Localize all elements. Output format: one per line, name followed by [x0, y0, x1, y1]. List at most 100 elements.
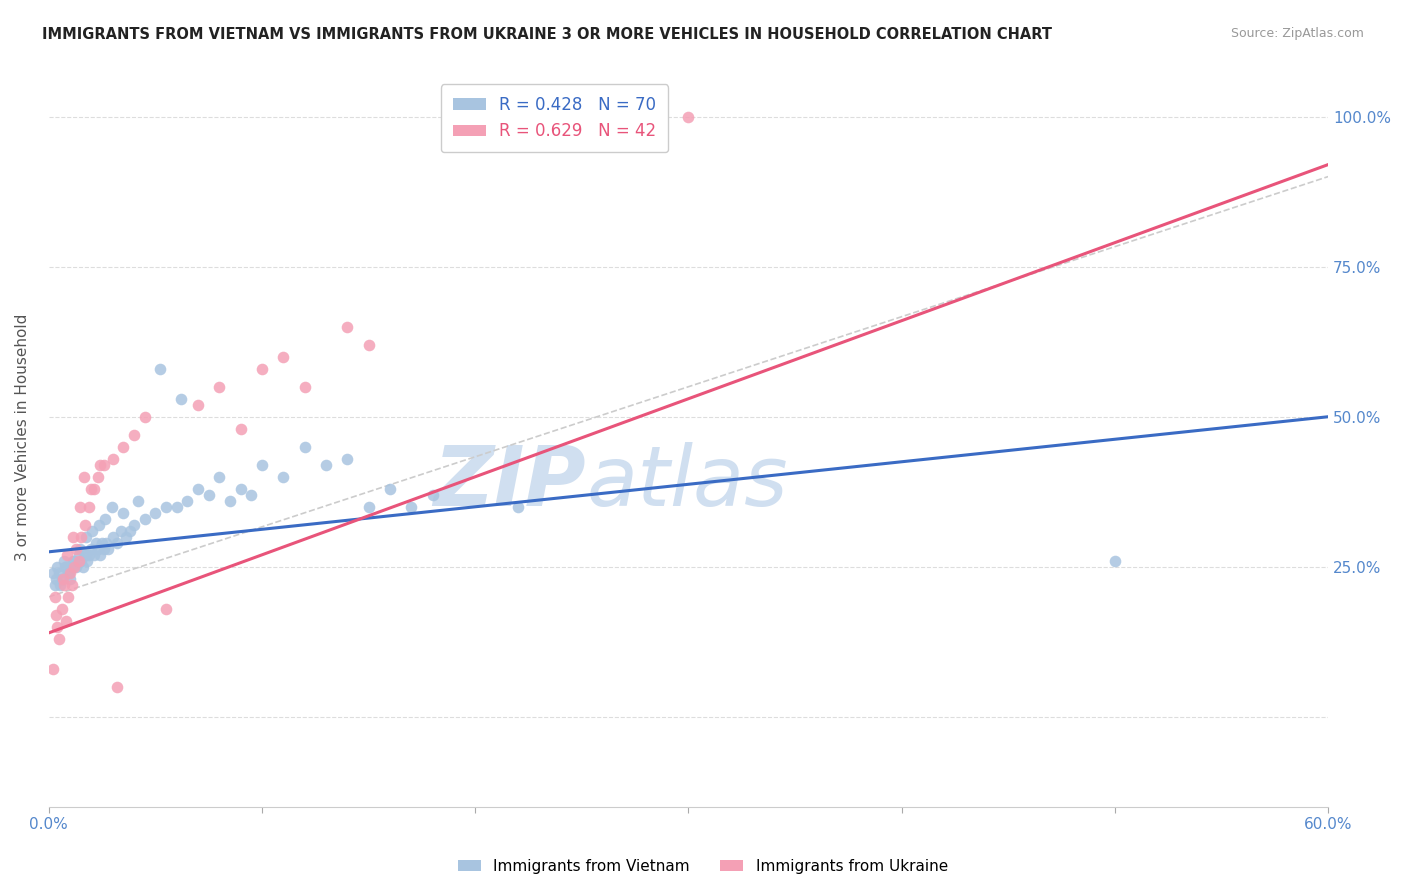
Point	[80, 541, 103, 556]
Point	[294, 380, 316, 394]
Point	[83, 482, 105, 496]
Point	[52, 554, 75, 568]
Point	[77, 548, 100, 562]
Point	[60, 559, 83, 574]
Point	[91, 536, 114, 550]
Point	[219, 493, 242, 508]
Point	[378, 482, 401, 496]
Point	[62, 554, 84, 568]
Point	[229, 422, 252, 436]
Point	[59, 566, 82, 580]
Point	[240, 488, 263, 502]
Point	[97, 541, 120, 556]
Point	[44, 590, 66, 604]
Point	[155, 602, 177, 616]
Legend: Immigrants from Vietnam, Immigrants from Ukraine: Immigrants from Vietnam, Immigrants from…	[453, 853, 953, 880]
Point	[45, 607, 67, 622]
Point	[357, 500, 380, 514]
Point	[63, 559, 86, 574]
Point	[58, 566, 80, 580]
Point	[134, 409, 156, 424]
Point	[65, 541, 87, 556]
Point	[87, 470, 110, 484]
Point	[53, 559, 76, 574]
Point	[69, 500, 91, 514]
Point	[105, 680, 128, 694]
Point	[83, 548, 105, 562]
Point	[55, 559, 77, 574]
Point	[122, 517, 145, 532]
Point	[336, 319, 359, 334]
Point	[63, 554, 86, 568]
Point	[51, 602, 73, 616]
Point	[134, 512, 156, 526]
Point	[112, 506, 135, 520]
Point	[118, 524, 141, 538]
Point	[678, 110, 700, 124]
Legend: R = 0.428   N = 70, R = 0.629   N = 42: R = 0.428 N = 70, R = 0.629 N = 42	[441, 84, 668, 152]
Point	[357, 337, 380, 351]
Point	[105, 536, 128, 550]
Point	[82, 524, 104, 538]
Point	[67, 554, 90, 568]
Point	[170, 392, 193, 406]
Point	[122, 427, 145, 442]
Y-axis label: 3 or more Vehicles in Household: 3 or more Vehicles in Household	[15, 314, 30, 561]
Point	[96, 536, 118, 550]
Point	[229, 482, 252, 496]
Point	[197, 488, 219, 502]
Point	[110, 524, 132, 538]
Point	[69, 530, 91, 544]
Text: atlas: atlas	[586, 442, 787, 523]
Point	[52, 578, 75, 592]
Point	[56, 566, 79, 580]
Point	[73, 548, 96, 562]
Point	[51, 572, 73, 586]
Point	[56, 548, 79, 562]
Text: ZIP: ZIP	[433, 442, 586, 523]
Point	[55, 614, 77, 628]
Point	[89, 548, 111, 562]
Point	[94, 512, 117, 526]
Point	[93, 458, 115, 472]
Point	[56, 590, 79, 604]
Point	[80, 482, 103, 496]
Point	[114, 530, 136, 544]
Point	[208, 380, 231, 394]
Point	[49, 578, 72, 592]
Point	[101, 451, 124, 466]
Point	[73, 517, 96, 532]
Point	[422, 488, 444, 502]
Point	[73, 470, 96, 484]
Point	[65, 559, 87, 574]
Point	[45, 572, 67, 586]
Point	[271, 350, 294, 364]
Point	[250, 361, 273, 376]
Point	[336, 451, 359, 466]
Point	[77, 500, 100, 514]
Point	[42, 662, 65, 676]
Point	[48, 566, 70, 580]
Point	[75, 530, 97, 544]
Point	[87, 541, 110, 556]
Point	[166, 500, 188, 514]
Point	[69, 541, 91, 556]
Point	[294, 440, 316, 454]
Point	[69, 554, 91, 568]
Point	[145, 506, 167, 520]
Point	[46, 559, 69, 574]
Point	[315, 458, 337, 472]
Point	[89, 458, 111, 472]
Point	[271, 470, 294, 484]
Point	[48, 632, 70, 646]
Point	[93, 541, 115, 556]
Text: Source: ZipAtlas.com: Source: ZipAtlas.com	[1230, 27, 1364, 40]
Point	[176, 493, 198, 508]
Point	[1104, 554, 1126, 568]
Point	[87, 517, 110, 532]
Point	[76, 554, 98, 568]
Point	[250, 458, 273, 472]
Point	[101, 530, 124, 544]
Point	[72, 559, 94, 574]
Point	[506, 500, 529, 514]
